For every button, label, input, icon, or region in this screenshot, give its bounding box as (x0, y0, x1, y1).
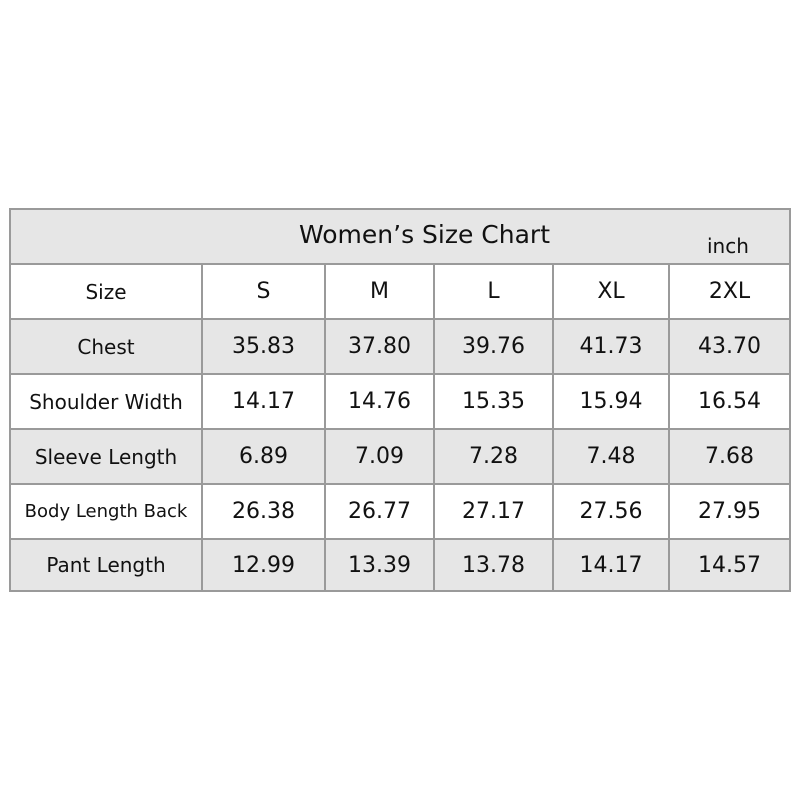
chart-title: Women’s Size Chart (299, 220, 551, 249)
row-label: Sleeve Length (11, 430, 203, 483)
table-cell: 12.99 (203, 540, 326, 590)
table-cell: 2XL (708, 279, 751, 304)
row-label: Body Length Back (11, 485, 203, 538)
unit-label: inch (707, 234, 749, 258)
table-cell: 14.76 (326, 375, 435, 428)
table-cell: 7.09 (326, 430, 435, 483)
table-cell: M (326, 265, 435, 318)
table-cell: 7.28 (435, 430, 554, 483)
table-cell: 14.17 (554, 540, 670, 590)
table-cell: 13.78 (435, 540, 554, 590)
row-label: Shoulder Width (11, 375, 203, 428)
table-cell: 13.39 (326, 540, 435, 590)
table-row: Chest 35.83 37.80 39.76 41.73 43.70 (11, 320, 789, 375)
table-cell: 35.83 (203, 320, 326, 373)
table-cell: L (435, 265, 554, 318)
row-label: Chest (11, 320, 203, 373)
table-cell: 16.54 (698, 389, 761, 414)
size-header-row: Size S M L XL 2XL (11, 265, 789, 320)
size-chart-table: Women’s Size Chart inch Size S M L XL 2XL Ches… (9, 208, 791, 592)
table-cell: 39.76 (435, 320, 554, 373)
table-cell: 14.57 (698, 552, 761, 578)
table-cell: 27.17 (435, 485, 554, 538)
table-cell: 15.35 (435, 375, 554, 428)
row-label: Pant Length (11, 540, 203, 590)
table-cell: 37.80 (326, 320, 435, 373)
table-cell: 27.56 (554, 485, 670, 538)
table-cell: 14.17 (203, 375, 326, 428)
table-row: Sleeve Length 6.89 7.09 7.28 7.48 7.68 (11, 430, 789, 485)
table-cell: S (203, 265, 326, 318)
table-cell: 41.73 (554, 320, 670, 373)
table-cell: 27.95 (698, 499, 761, 524)
table-cell: 7.48 (554, 430, 670, 483)
table-cell: 15.94 (554, 375, 670, 428)
table-cell: 43.70 (698, 334, 761, 359)
table-row: Shoulder Width 14.17 14.76 15.35 15.94 16.54 (11, 375, 789, 430)
table-cell: 6.89 (203, 430, 326, 483)
table-cell: 26.38 (203, 485, 326, 538)
row-label: Size (11, 265, 203, 318)
table-cell: 26.77 (326, 485, 435, 538)
title-row: Women’s Size Chart inch (11, 210, 789, 265)
table-cell: XL (554, 265, 670, 318)
table-cell: 7.68 (705, 444, 754, 469)
table-row: Body Length Back 26.38 26.77 27.17 27.56 27.9… (11, 485, 789, 540)
table-row: Pant Length 12.99 13.39 13.78 14.17 14.57 (11, 540, 789, 590)
